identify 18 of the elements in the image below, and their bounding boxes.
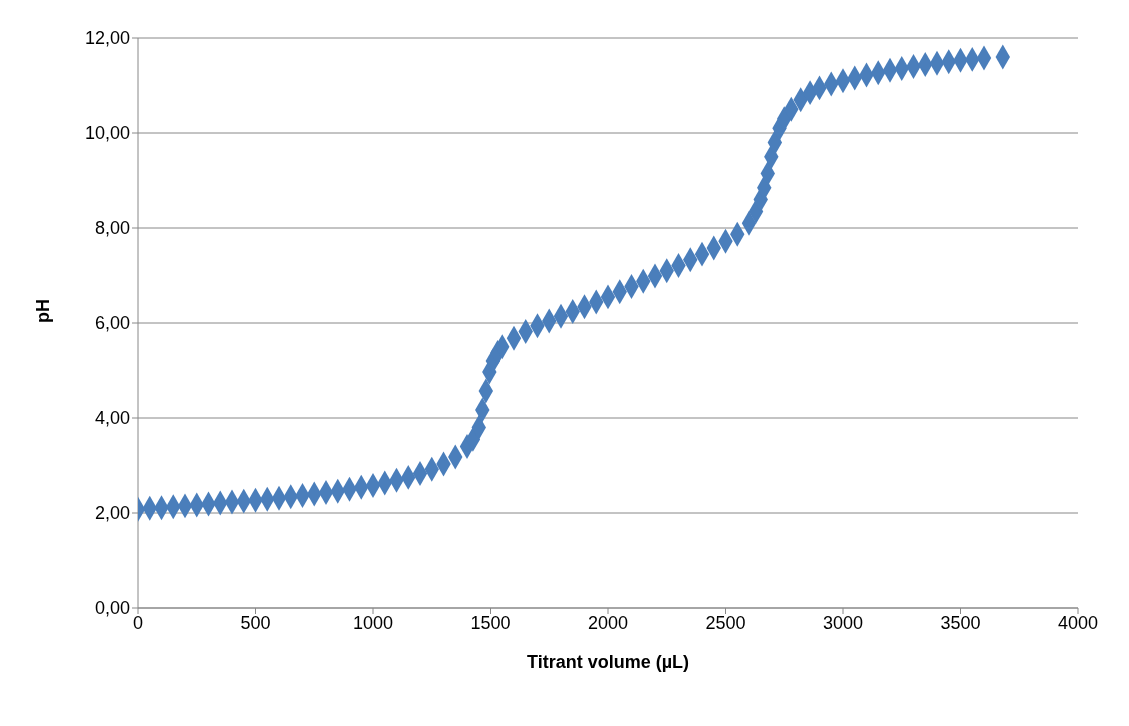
y-tick-label: 6,00 <box>94 313 130 334</box>
x-tick-label: 500 <box>240 612 271 633</box>
x-axis-title: Titrant volume (µL) <box>526 652 690 672</box>
y-tick-label: 2,00 <box>94 503 130 524</box>
x-tick-label: 0 <box>132 612 144 633</box>
x-tick-label: 1500 <box>470 612 511 633</box>
y-tick-label: 12,00 <box>84 28 130 49</box>
x-tick-label: 3500 <box>940 612 981 633</box>
y-tick-label: 0,00 <box>94 598 130 619</box>
y-tick-label: 4,00 <box>94 408 130 429</box>
y-tick-label: 8,00 <box>94 218 130 239</box>
x-tick-label: 2500 <box>705 612 746 633</box>
x-tick-label: 4000 <box>1057 612 1099 633</box>
x-tick-label: 1000 <box>352 612 394 633</box>
y-axis-title: pH <box>33 299 54 323</box>
y-tick-label: 10,00 <box>84 123 130 144</box>
x-tick-label: 3000 <box>822 612 864 633</box>
x-tick-label: 2000 <box>587 612 629 633</box>
